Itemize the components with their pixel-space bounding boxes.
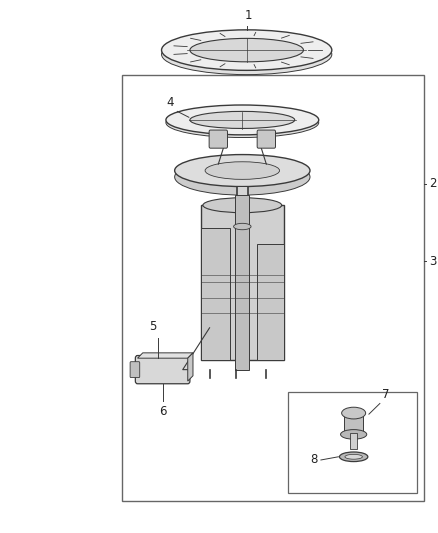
Ellipse shape <box>203 198 282 213</box>
Text: 6: 6 <box>159 405 166 418</box>
Text: 4: 4 <box>166 96 173 109</box>
Ellipse shape <box>341 430 367 439</box>
Polygon shape <box>138 353 193 358</box>
Bar <box>237 187 247 207</box>
Ellipse shape <box>166 108 319 138</box>
Bar <box>257 244 284 360</box>
Ellipse shape <box>345 454 362 459</box>
Bar <box>350 433 357 449</box>
Text: 8: 8 <box>311 454 318 466</box>
Bar <box>288 392 417 493</box>
Text: 1: 1 <box>245 10 253 22</box>
Ellipse shape <box>205 162 279 179</box>
Ellipse shape <box>175 155 310 187</box>
Bar <box>122 75 424 501</box>
Ellipse shape <box>166 105 319 135</box>
FancyBboxPatch shape <box>209 130 227 148</box>
Ellipse shape <box>190 111 295 128</box>
Text: 7: 7 <box>382 389 389 401</box>
FancyBboxPatch shape <box>257 130 276 148</box>
Ellipse shape <box>342 407 366 419</box>
Bar <box>201 229 230 360</box>
Ellipse shape <box>190 38 304 62</box>
Bar <box>201 205 284 360</box>
Text: 5: 5 <box>149 320 156 333</box>
Bar <box>235 195 249 370</box>
FancyBboxPatch shape <box>135 356 190 384</box>
Bar <box>344 413 363 434</box>
Ellipse shape <box>162 34 332 75</box>
Text: 2: 2 <box>429 177 436 190</box>
Ellipse shape <box>233 223 251 230</box>
Polygon shape <box>188 353 193 381</box>
FancyBboxPatch shape <box>130 362 140 377</box>
Ellipse shape <box>162 30 332 70</box>
Text: 3: 3 <box>429 255 436 268</box>
Ellipse shape <box>175 159 310 195</box>
Ellipse shape <box>339 452 368 462</box>
